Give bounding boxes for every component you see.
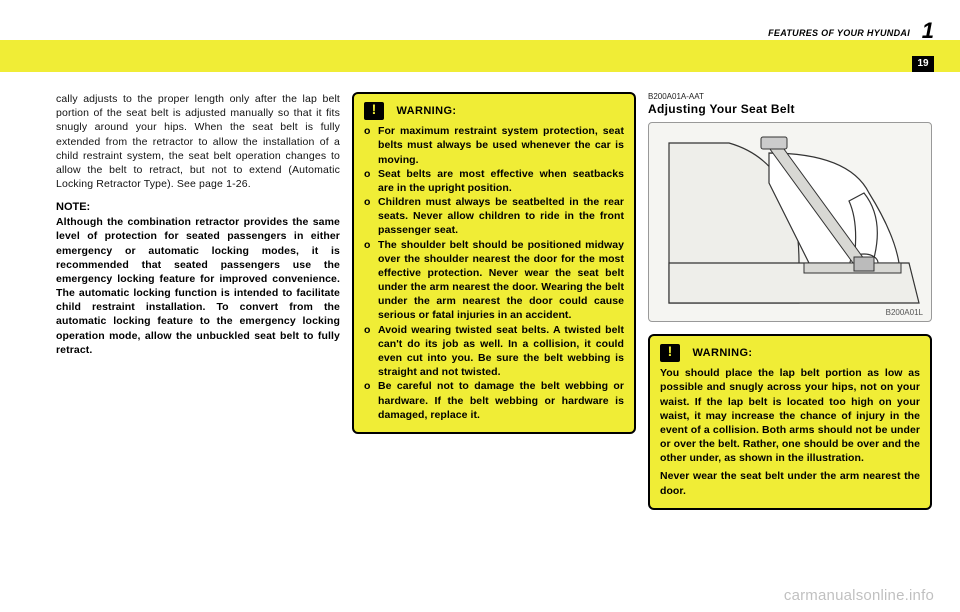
right-column: B200A01A-AAT Adjusting Your Seat Belt B2… — [648, 92, 932, 510]
warning-item: The shoulder belt should be positioned m… — [364, 238, 624, 323]
warning-icon — [364, 102, 384, 120]
warning-icon — [660, 344, 680, 362]
seatbelt-svg — [649, 123, 932, 322]
warning-title: WARNING: — [692, 347, 752, 359]
warning-list: For maximum restraint system protection,… — [364, 124, 624, 422]
illustration-ref: B200A01L — [886, 308, 923, 317]
warning-item: Seat belts are most effective when seatb… — [364, 167, 624, 195]
note-heading: NOTE: — [56, 201, 340, 213]
warning-item: Children must always be seatbelted in th… — [364, 195, 624, 238]
section-label: FEATURES OF YOUR HYUNDAI — [768, 28, 910, 38]
note-body: Although the combination retractor provi… — [56, 215, 340, 357]
warning-paragraph: You should place the lap belt portion as… — [660, 366, 920, 465]
reference-code: B200A01A-AAT — [648, 92, 932, 101]
subsection-title: Adjusting Your Seat Belt — [648, 102, 932, 116]
header-yellow-bar — [0, 40, 960, 72]
middle-column: WARNING: For maximum restraint system pr… — [352, 92, 636, 434]
warning-title: WARNING: — [396, 105, 456, 117]
left-column: cally adjusts to the proper length only … — [56, 92, 340, 357]
warning-box-lapbelt: WARNING: You should place the lap belt p… — [648, 334, 932, 510]
chapter-number: 1 — [922, 18, 934, 44]
seatbelt-illustration: B200A01L — [648, 122, 932, 322]
warning-item: For maximum restraint system protection,… — [364, 124, 624, 167]
continued-paragraph: cally adjusts to the proper length only … — [56, 92, 340, 191]
warning-box-restraint: WARNING: For maximum restraint system pr… — [352, 92, 636, 434]
warning-item: Be careful not to damage the belt webbin… — [364, 379, 624, 422]
page-number: 19 — [912, 56, 934, 72]
warning-paragraph: Never wear the seat belt under the arm n… — [660, 469, 920, 497]
warning-item: Avoid wearing twisted seat belts. A twis… — [364, 323, 624, 380]
watermark: carmanualsonline.info — [784, 587, 934, 604]
